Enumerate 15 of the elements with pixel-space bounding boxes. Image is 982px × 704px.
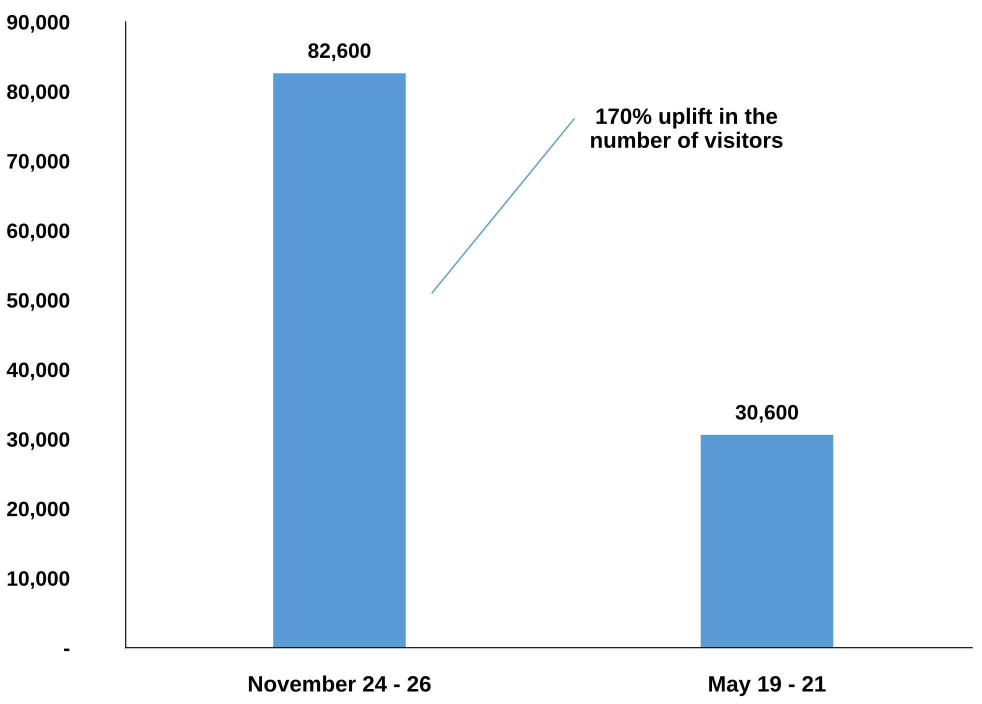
y-tick-label: 40,000 (6, 362, 70, 380)
y-tick-label: 70,000 (7, 154, 70, 172)
y-tick-label: 80,000 (7, 84, 70, 102)
y-tick-label: 30,000 (6, 432, 70, 450)
data-label: 82,600 (308, 43, 370, 62)
y-tick-label: - (64, 648, 70, 652)
y-tick-label: 60,000 (7, 223, 70, 242)
y-tick-label: 90,000 (7, 14, 70, 33)
y-tick-label: 10,000 (8, 571, 70, 589)
x-tick-label: May 19 - 21 (709, 676, 826, 696)
data-label: 30,600 (736, 404, 798, 423)
y-tick-label: 20,000 (7, 502, 70, 520)
x-tick-label: November 24 - 26 (248, 675, 431, 692)
y-tick-label: 50,000 (7, 292, 70, 311)
annotation: 170% uplift in the number of visitors (591, 108, 783, 148)
